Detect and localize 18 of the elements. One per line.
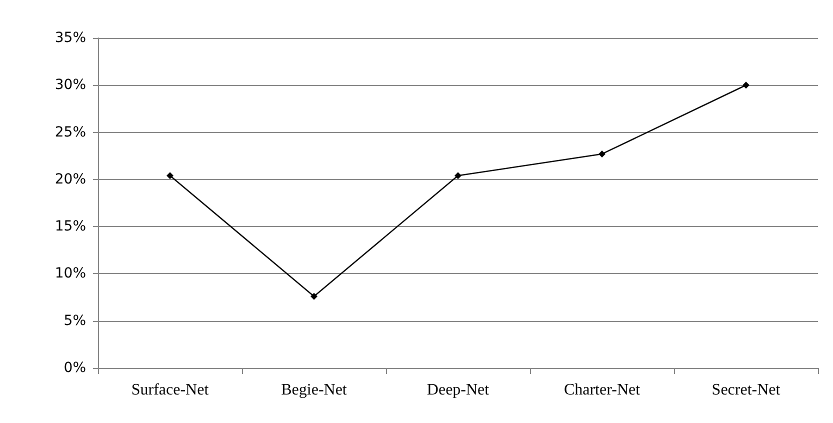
y-tick-label: 5% — [64, 312, 86, 329]
point — [598, 150, 606, 158]
y-tick-label: 15% — [54, 218, 86, 235]
x-tick-label: Charter-Net — [564, 382, 641, 398]
point — [310, 292, 318, 300]
x-tick-label: Secret-Net — [712, 382, 781, 398]
point — [166, 172, 174, 180]
point — [742, 82, 750, 89]
y-tick-label: 10% — [54, 266, 86, 282]
x-tick-label: Begie-Net — [281, 382, 348, 398]
x-tick-label: Deep-Net — [426, 382, 490, 398]
y-tick-label: 20% — [54, 171, 86, 188]
y-tick-label: 0% — [64, 360, 86, 376]
y-tick-label: 35% — [54, 30, 86, 46]
y-tick-label: 30% — [54, 77, 86, 94]
y-tick-label: 25% — [54, 124, 86, 140]
x-tick-label: Surface-Net — [131, 382, 210, 398]
point — [454, 172, 462, 180]
